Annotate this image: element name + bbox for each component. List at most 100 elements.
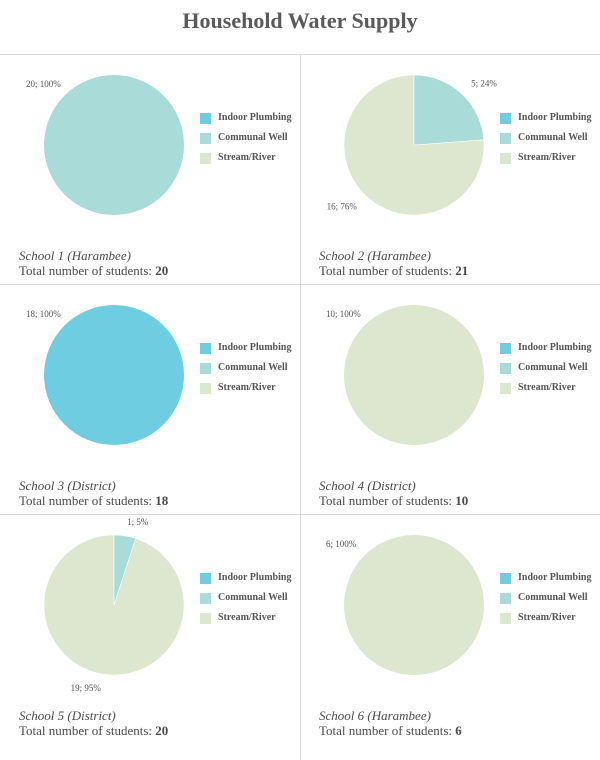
legend-swatch [500,363,511,374]
legend-swatch [200,153,211,164]
total-label: Total number of students: [19,263,156,278]
legend-label: Stream/River [218,612,276,623]
legend-label: Stream/River [518,382,576,393]
total-value: 18 [155,493,169,508]
pie-slice [44,75,184,215]
legend-item: Indoor Plumbing [200,572,300,588]
column-divider [300,54,301,760]
legend-label: Indoor Plumbing [218,342,292,353]
row-divider [0,284,600,285]
legend-swatch [200,593,211,604]
total-label: Total number of students: [19,723,156,738]
pie-chart: 10; 100% [326,305,484,445]
legend-item: Stream/River [200,152,300,168]
legend-swatch [200,573,211,584]
pie-slice [344,535,484,675]
legend-label: Indoor Plumbing [218,112,292,123]
legend-label: Indoor Plumbing [518,572,592,583]
school-name: School 2 (Harambee) [319,248,431,263]
total-students: Total number of students: 6 [319,723,462,739]
legend-swatch [500,113,511,124]
legend-item: Communal Well [500,132,600,148]
school-name: School 5 (District) [19,708,116,723]
legend-swatch [500,573,511,584]
legend-label: Communal Well [218,592,288,603]
legend-label: Communal Well [218,362,288,373]
total-students: Total number of students: 10 [319,493,468,509]
data-label: 18; 100% [26,309,61,319]
total-value: 21 [455,263,469,278]
total-students: Total number of students: 18 [19,493,168,509]
data-label: 1; 5% [127,517,149,527]
data-label: 19; 95% [71,683,102,693]
legend-item: Stream/River [500,152,600,168]
legend-item: Communal Well [500,362,600,378]
school-name: School 6 (Harambee) [319,708,431,723]
total-label: Total number of students: [319,493,456,508]
page-title: Household Water Supply [182,8,418,33]
pie-slice [413,74,485,146]
legend-item: Indoor Plumbing [200,342,300,358]
school-name: School 1 (Harambee) [19,248,131,263]
legend-label: Stream/River [518,612,576,623]
pie-chart: 19; 95% 1; 5% [43,517,185,693]
legend-swatch [200,343,211,354]
legend-label: Stream/River [518,152,576,163]
chart-panel: 19; 95% 1; 5% Indoor Plumbing Communal Well… [0,514,300,744]
legend-swatch [200,133,211,144]
pie-chart: 16; 76% 5; 24% [327,74,497,216]
legend-item: Indoor Plumbing [500,342,600,358]
legend-label: Communal Well [518,592,588,603]
legend-swatch [500,343,511,354]
legend-swatch [200,363,211,374]
legend-item: Indoor Plumbing [200,112,300,128]
legend-swatch [200,113,211,124]
data-label: 20; 100% [26,79,61,89]
legend-swatch [500,133,511,144]
total-value: 20 [155,263,169,278]
legend-label: Indoor Plumbing [218,572,292,583]
legend-item: Stream/River [500,612,600,628]
legend-item: Communal Well [200,592,300,608]
chart-panel: 10; 100% Indoor Plumbing Communal Well Stre… [300,284,600,514]
total-value: 10 [455,493,469,508]
chart-panel: 20; 100% Indoor Plumbing Communal Well Stre… [0,54,300,284]
legend-label: Stream/River [218,382,276,393]
total-students: Total number of students: 21 [319,263,468,279]
pie-slice [344,305,484,445]
total-value: 20 [155,723,169,738]
legend-item: Stream/River [500,382,600,398]
total-label: Total number of students: [319,263,456,278]
school-name: School 3 (District) [19,478,116,493]
school-name: School 4 (District) [319,478,416,493]
legend-label: Communal Well [518,132,588,143]
row-divider [0,514,600,515]
legend-item: Stream/River [200,382,300,398]
legend-swatch [500,593,511,604]
total-label: Total number of students: [319,723,456,738]
total-students: Total number of students: 20 [19,723,168,739]
legend-swatch [500,613,511,624]
chart-panel: 16; 76% 5; 24% Indoor Plumbing Communal Wel… [300,54,600,284]
legend-item: Communal Well [500,592,600,608]
total-students: Total number of students: 20 [19,263,168,279]
pie-chart: 18; 100% [26,305,184,445]
data-label: 16; 76% [327,202,358,212]
chart-panel: 18; 100% Indoor Plumbing Communal Well Stre… [0,284,300,514]
row-divider [0,54,600,55]
legend-label: Communal Well [218,132,288,143]
pie-slice [113,534,137,606]
chart-panel: 6; 100% Indoor Plumbing Communal Well Strea… [300,514,600,744]
legend-item: Communal Well [200,362,300,378]
data-label: 10; 100% [326,309,361,319]
total-label: Total number of students: [19,493,156,508]
legend-swatch [500,153,511,164]
total-value: 6 [455,723,462,738]
legend-swatch [200,383,211,394]
legend-item: Communal Well [200,132,300,148]
legend-swatch [500,383,511,394]
legend-label: Indoor Plumbing [518,112,592,123]
legend-item: Stream/River [200,612,300,628]
data-label: 6; 100% [326,539,357,549]
legend-label: Communal Well [518,362,588,373]
